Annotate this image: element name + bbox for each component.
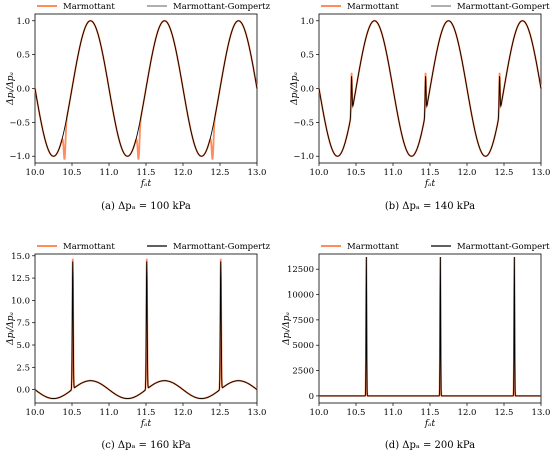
- y-tick-label: 1.0: [300, 17, 314, 27]
- x-tick-label: 10.0: [310, 168, 329, 178]
- x-tick-label: 10.0: [26, 408, 45, 418]
- y-tick-label: 15.0: [11, 252, 30, 262]
- panel-1: 10.0 10.5 11.0 11.5 12.0 12.5 13.0 −1.0 −0.5 0.0 0…: [6, 2, 271, 212]
- x-tick-label: 10.5: [63, 408, 82, 418]
- x-tick-label: 11.5: [137, 168, 156, 178]
- y-tick-label: −1.0: [9, 152, 30, 162]
- series-line-marmottant-gompertz: [34, 261, 258, 399]
- legend-label-marmottant-gompertz: Marmottant-Gompertz: [173, 2, 271, 12]
- y-axis-label: Δpᵢ/Δpₐ: [6, 312, 16, 346]
- panel-2: 10.0 10.5 11.0 11.5 12.0 12.5 13.0 −1.0 −0.5 0.0 0…: [290, 2, 550, 212]
- y-tick-label: 10000: [287, 291, 314, 301]
- x-tick-label: 11.5: [421, 168, 440, 178]
- x-axis-label: fₐt: [140, 419, 152, 429]
- x-tick-label: 11.0: [384, 408, 403, 418]
- x-tick-label: 11.0: [100, 408, 119, 418]
- y-tick-label: 0.5: [16, 51, 30, 61]
- y-tick-label: 5.0: [16, 341, 30, 351]
- y-tick-label: 7500: [292, 316, 314, 326]
- x-axis-label: fₐt: [140, 179, 152, 189]
- y-tick-label: −0.5: [9, 118, 30, 128]
- x-tick-label: 12.0: [458, 408, 477, 418]
- x-tick-label: 10.5: [347, 168, 366, 178]
- y-tick-label: 0.5: [300, 51, 314, 61]
- x-tick-label: 13.0: [532, 168, 550, 178]
- x-axis-label: fₐt: [424, 419, 436, 429]
- y-tick-label: 12500: [287, 265, 314, 275]
- series-line-marmottant: [319, 257, 541, 397]
- y-tick-label: 5000: [292, 341, 314, 351]
- y-tick-label: −1.0: [293, 152, 314, 162]
- x-tick-label: 13.0: [248, 168, 267, 178]
- x-tick-label: 12.0: [174, 168, 193, 178]
- legend-label-marmottant: Marmottant: [63, 2, 115, 12]
- panel-caption: (c) Δpₐ = 160 kPa: [101, 440, 190, 451]
- x-tick-label: 13.0: [248, 408, 267, 418]
- x-tick-label: 12.5: [211, 408, 230, 418]
- x-tick-label: 10.5: [347, 408, 366, 418]
- x-tick-label: 11.0: [100, 168, 119, 178]
- y-tick-label: 7.5: [16, 319, 30, 329]
- legend-label-marmottant: Marmottant: [347, 2, 399, 12]
- y-tick-label: 0.0: [16, 85, 30, 95]
- y-tick-label: 1.0: [16, 17, 30, 27]
- legend-label-marmottant-gompertz: Marmottant-Gompertz: [457, 2, 550, 12]
- x-tick-label: 12.5: [495, 408, 514, 418]
- x-tick-label: 10.0: [26, 168, 45, 178]
- y-tick-label: 12.5: [11, 274, 30, 284]
- x-axis-label: fₐt: [424, 179, 436, 189]
- y-axis-label: Δpᵢ/Δpₐ: [282, 312, 292, 346]
- panel-caption: (b) Δpₐ = 140 kPa: [385, 201, 475, 212]
- legend-label-marmottant-gompertz: Marmottant-Gompertz: [173, 242, 271, 252]
- x-tick-label: 12.5: [495, 168, 514, 178]
- x-tick-label: 12.5: [211, 168, 230, 178]
- x-tick-label: 11.5: [137, 408, 156, 418]
- x-tick-label: 12.0: [458, 168, 477, 178]
- x-tick-label: 10.5: [63, 168, 82, 178]
- y-tick-label: −0.5: [293, 118, 314, 128]
- legend-label-marmottant-gompertz: Marmottant-Gompertz: [457, 242, 550, 252]
- y-axis-label: Δpᵢ/Δpₐ: [6, 72, 16, 106]
- y-tick-label: 2500: [292, 367, 314, 377]
- y-tick-label: 0.0: [16, 386, 30, 396]
- x-tick-label: 13.0: [532, 408, 550, 418]
- y-tick-label: 0.0: [300, 85, 314, 95]
- panel-caption: (a) Δpₐ = 100 kPa: [101, 201, 191, 212]
- series-line-marmottant-gompertz: [34, 20, 258, 157]
- series-line-marmottant-gompertz: [318, 20, 542, 157]
- y-tick-label: 2.5: [16, 363, 30, 373]
- legend-label-marmottant: Marmottant: [347, 242, 399, 252]
- series-line-marmottant-gompertz: [319, 257, 541, 397]
- y-tick-label: 0: [309, 392, 314, 402]
- y-tick-label: 10.0: [11, 296, 30, 306]
- panel-4: 10.0 10.5 11.0 11.5 12.0 12.5 13.0 0 2500 5000 750…: [282, 242, 550, 451]
- x-tick-label: 11.5: [421, 408, 440, 418]
- legend-label-marmottant: Marmottant: [63, 242, 115, 252]
- axes-frame: [318, 253, 542, 404]
- y-axis-label: Δpᵢ/Δpₐ: [290, 72, 300, 106]
- x-tick-label: 12.0: [174, 408, 193, 418]
- panel-3: 10.0 10.5 11.0 11.5 12.0 12.5 13.0 0.0 2.5 5.0 7.5…: [6, 242, 271, 451]
- panel-caption: (d) Δpₐ = 200 kPa: [385, 440, 475, 451]
- x-tick-label: 11.0: [384, 168, 403, 178]
- x-tick-label: 10.0: [310, 408, 329, 418]
